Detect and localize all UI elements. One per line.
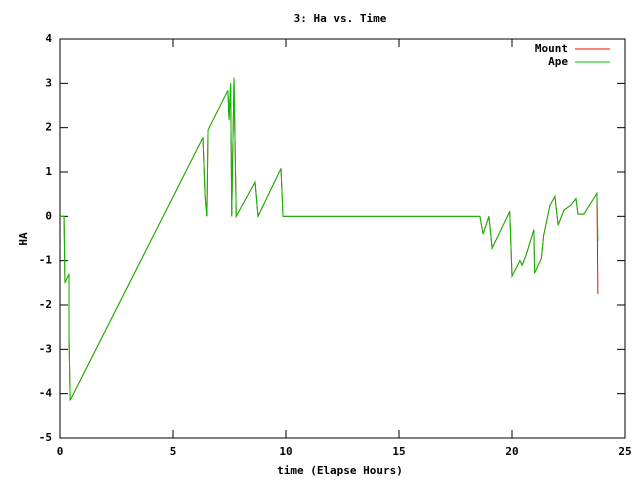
y-axis-label: HA [17,232,30,246]
y-tick-label: -5 [39,431,52,444]
y-tick-label: -4 [39,387,53,400]
y-tick-label: 1 [45,165,52,178]
chart-title: 3: Ha vs. Time [294,12,387,25]
y-tick-label: 2 [45,121,52,134]
y-tick-label: 4 [45,32,52,45]
x-tick-label: 10 [279,445,292,458]
y-tick-label: -1 [39,254,53,267]
legend-label: Mount [535,42,568,55]
x-axis-label: time (Elapse Hours) [277,464,403,477]
x-tick-label: 25 [618,445,631,458]
series-line [60,77,599,401]
x-tick-label: 15 [392,445,405,458]
y-tick-label: -3 [39,342,52,355]
series-line [60,77,599,401]
x-tick-label: 20 [505,445,518,458]
legend-label: Ape [548,55,568,68]
y-tick-label: 0 [45,209,52,222]
y-tick-label: -2 [39,298,52,311]
plot-border [59,38,626,439]
x-tick-label: 0 [57,445,64,458]
x-tick-label: 5 [170,445,177,458]
y-tick-label: 3 [45,76,52,89]
